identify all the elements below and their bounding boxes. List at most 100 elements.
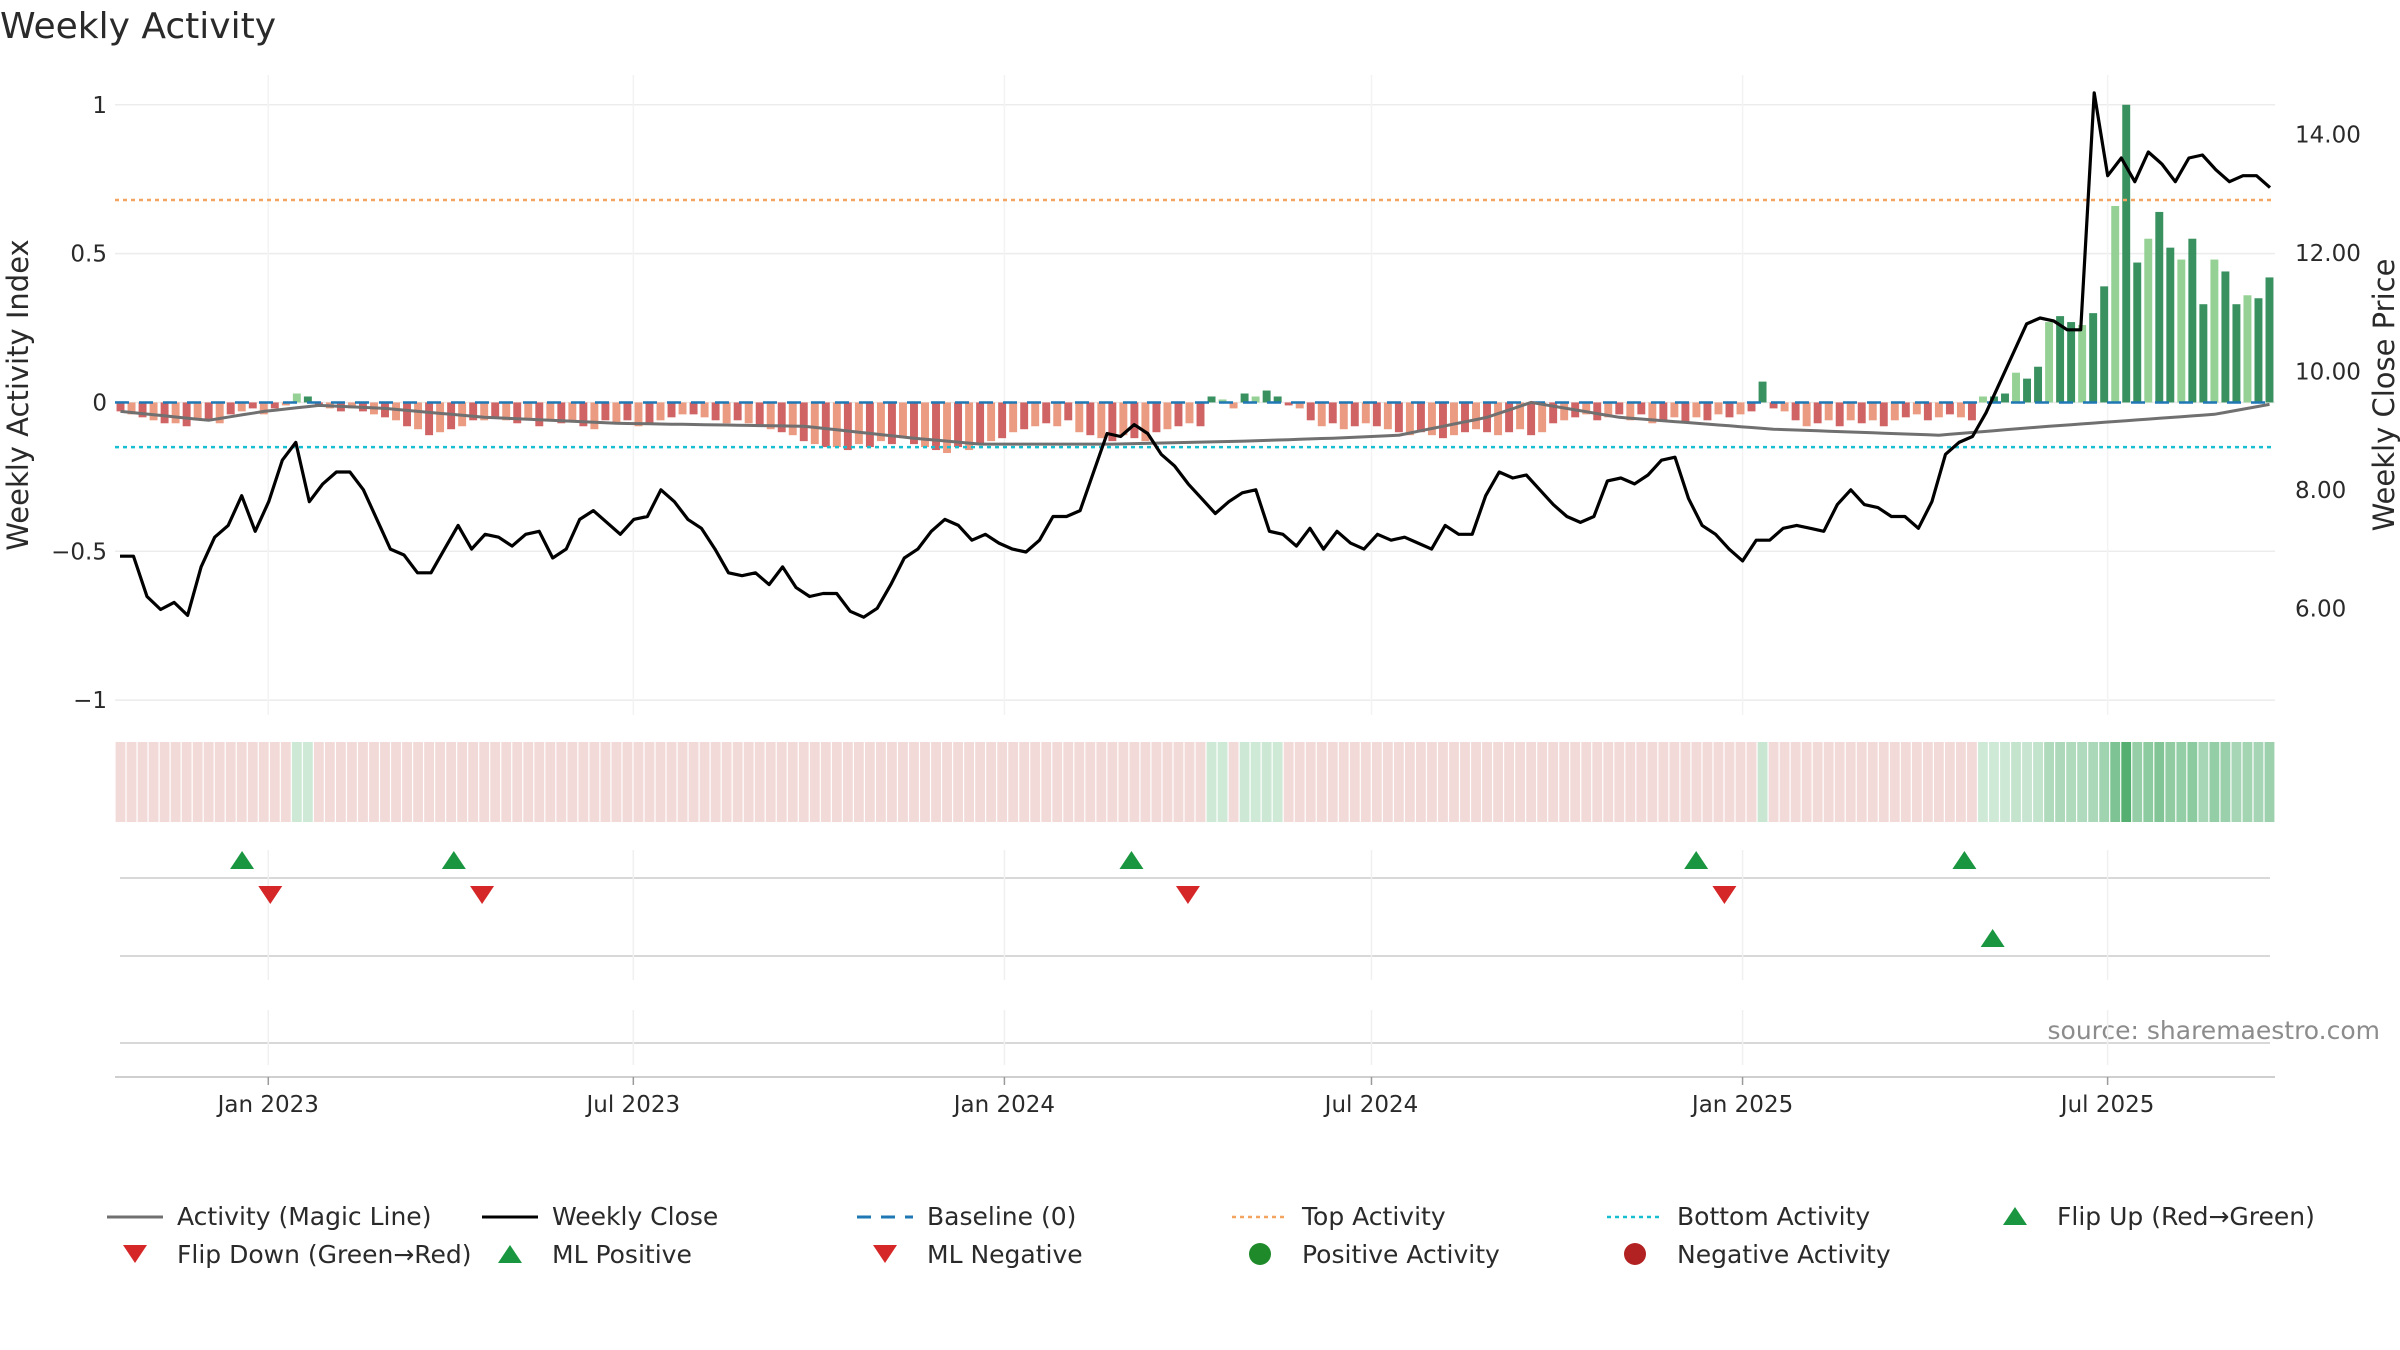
activity-bar <box>2221 271 2230 403</box>
activity-bar <box>1317 402 1326 427</box>
activity-bar <box>1990 396 1998 403</box>
flip-up-marker <box>1684 851 1709 869</box>
strip-cell <box>699 742 710 822</box>
activity-bar <box>689 402 698 415</box>
activity-bar <box>193 402 202 421</box>
activity-bar <box>921 402 929 448</box>
strip-cell <box>2198 742 2209 822</box>
strip-cell <box>754 742 765 822</box>
activity-bar <box>910 402 918 445</box>
strip-cell <box>666 742 677 822</box>
strip-cell <box>1812 742 1823 822</box>
strip-cell <box>369 742 379 822</box>
strip-cell <box>501 742 512 822</box>
activity-bar <box>1108 402 1117 442</box>
legend-label: Baseline (0) <box>927 1202 1076 1231</box>
activity-bar <box>777 402 786 433</box>
strip-cell <box>347 742 357 822</box>
activity-bar <box>1042 402 1051 424</box>
strip-cell <box>534 742 545 822</box>
activity-bar <box>116 402 125 412</box>
legend-symbol <box>498 1245 522 1263</box>
legend-label: Flip Down (Green→Red) <box>177 1240 472 1269</box>
strip-cell <box>2022 742 2032 822</box>
activity-bar <box>1240 393 1249 403</box>
strip-cell <box>688 742 699 822</box>
activity-bar <box>832 402 841 448</box>
activity-bar <box>579 402 588 427</box>
activity-bar <box>1262 390 1271 403</box>
strip-cell <box>655 742 666 822</box>
y-right-tick-label: 6.00 <box>2295 596 2346 622</box>
weekly-close-line <box>120 91 2272 619</box>
strip-cell <box>1702 742 1713 822</box>
strip-cell <box>358 742 368 822</box>
activity-bar <box>2199 304 2208 403</box>
strip-cell <box>247 742 258 822</box>
activity-bar <box>1769 402 1778 409</box>
activity-bar <box>149 402 158 421</box>
activity-bar <box>568 402 577 421</box>
activity-bar <box>2122 104 2131 403</box>
flip-up-marker <box>441 851 466 869</box>
y-axis-right-label: Weekly Close Price <box>2367 259 2400 532</box>
activity-bar <box>865 402 874 448</box>
strip-cell <box>1294 742 1305 822</box>
strip-cell <box>2176 742 2187 822</box>
strip-cell <box>1404 742 1415 822</box>
activity-bar <box>1361 402 1370 424</box>
flip-up-marker <box>230 851 255 869</box>
y-left-tick-label: 0 <box>92 390 107 416</box>
activity-bar <box>1824 402 1833 421</box>
activity-bar <box>2067 322 2076 403</box>
legend-label: Positive Activity <box>1302 1240 1500 1269</box>
activity-bar <box>932 402 940 451</box>
strip-cell <box>1427 742 1437 822</box>
activity-bar <box>1251 396 1260 403</box>
activity-bar <box>821 402 830 448</box>
activity-bar <box>711 402 720 421</box>
activity-bar <box>2100 286 2109 403</box>
strip-cell <box>302 742 313 822</box>
strip-cell <box>181 742 192 822</box>
activity-bar <box>1097 402 1106 439</box>
strip-cell <box>809 742 820 822</box>
y-left-tick-label: −0.5 <box>51 539 107 565</box>
activity-bar <box>414 402 423 430</box>
strip-cell <box>787 742 798 822</box>
strip-cell <box>137 742 148 822</box>
strip-cell <box>1228 742 1239 822</box>
activity-bar <box>281 402 290 406</box>
activity-bar <box>854 402 863 445</box>
strip-cell <box>2088 742 2099 822</box>
flip-up-marker <box>1952 851 1977 869</box>
strip-cell <box>1305 742 1316 822</box>
activity-bar <box>1328 402 1337 424</box>
strip-cell <box>490 742 501 822</box>
activity-bar <box>1516 402 1525 430</box>
strip-cell <box>611 742 622 822</box>
activity-bar <box>502 402 511 421</box>
activity-bar <box>1306 402 1315 421</box>
strip-cell <box>677 742 688 822</box>
activity-magic-line <box>120 400 2270 446</box>
activity-bar <box>1703 402 1712 421</box>
strip-cell <box>1570 742 1581 822</box>
activity-bar <box>645 402 654 424</box>
activity-bar <box>2012 372 2020 403</box>
strip-cell <box>1085 742 1096 822</box>
strip-cell <box>831 742 842 822</box>
activity-bar <box>898 402 907 439</box>
strip-cell <box>1658 742 1669 822</box>
legend-symbol <box>2003 1207 2027 1225</box>
activity-bar <box>1438 402 1447 439</box>
strip-cell <box>876 742 886 822</box>
activity-bar <box>1295 402 1304 409</box>
activity-bar <box>943 402 952 454</box>
series-lines <box>120 91 2272 619</box>
strip-cell <box>1944 742 1955 822</box>
strip-cell <box>468 742 479 822</box>
strip-cell <box>1096 742 1107 822</box>
x-tick-label: Jan 2024 <box>952 1092 1055 1118</box>
